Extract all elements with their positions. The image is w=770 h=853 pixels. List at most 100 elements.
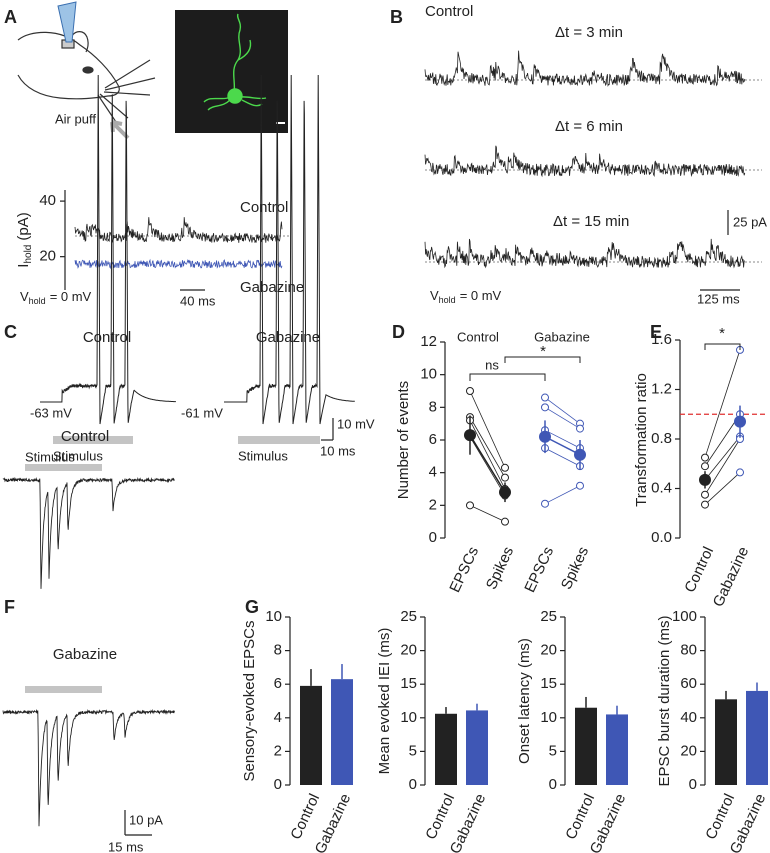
y-axis-label: Onset latency (ms) (516, 638, 533, 764)
bracket (704, 343, 741, 350)
panel-label: D (392, 322, 405, 342)
y-tick-label: 100 (672, 608, 697, 625)
mouse-eye (82, 66, 94, 74)
pair-line (544, 485, 581, 505)
point (501, 517, 509, 526)
stimulus-label: Stimulus (238, 448, 288, 463)
mean (699, 473, 711, 486)
scale-label: 10 ms (320, 443, 356, 458)
trace (74, 258, 283, 270)
y-tick-label: 2 (429, 496, 437, 513)
bar (300, 685, 322, 785)
y-tick-label: 20 (680, 742, 697, 759)
y-axis-label: Number of events (395, 381, 412, 499)
point (701, 462, 709, 471)
pair-line (469, 416, 506, 478)
y-axis-label: Mean evoked IEI (ms) (376, 628, 393, 775)
bracket (469, 373, 546, 381)
panel-label: G (245, 597, 259, 617)
panel-label: F (4, 597, 15, 617)
point (541, 393, 549, 402)
interval-label: Δt = 15 min (553, 213, 629, 230)
y-tick-label: 15 (400, 675, 417, 692)
annotation: * (719, 325, 725, 342)
pair-line (469, 420, 506, 490)
sub: hold (439, 295, 456, 305)
pair-line (469, 436, 506, 496)
condition-label: Control (83, 329, 131, 346)
y-tick-label: 0.8 (651, 430, 672, 447)
y-tick-label: 25 (540, 608, 557, 625)
stimulus-label: Stimulus (25, 449, 75, 464)
y-tick-label: 40 (680, 709, 697, 726)
pair-line (544, 429, 581, 449)
mean (574, 448, 586, 461)
point (701, 453, 709, 462)
point (701, 490, 709, 499)
trace (40, 74, 176, 425)
mean (464, 429, 476, 442)
y-tick-label: 0.4 (651, 479, 672, 496)
x-tick-label: Spikes (558, 544, 592, 592)
mean-line (469, 434, 506, 493)
stimulus-bar (25, 686, 102, 693)
y-tick-label: 4 (274, 709, 282, 726)
scale-label: 25 pA (733, 214, 767, 229)
trace (2, 476, 175, 589)
y-tick-label: 60 (680, 675, 697, 692)
y-tick-label: 4 (429, 464, 437, 481)
y-tick-label: 0.0 (651, 529, 672, 546)
panel-label: E (650, 322, 662, 342)
v: V (430, 288, 439, 303)
rest: = 0 mV (460, 288, 502, 303)
interval-label: Δt = 6 min (555, 118, 623, 135)
panel-label: B (390, 7, 403, 27)
vhold-label: Vhold = 0 mV (20, 289, 92, 306)
point (466, 387, 474, 395)
bracket (504, 356, 581, 363)
trace (424, 238, 745, 269)
pair-line (544, 406, 581, 429)
y-tick-label: 6 (429, 431, 437, 448)
annotation: ns (485, 357, 499, 372)
stimulus-bar (238, 436, 320, 444)
scale-label: 15 ms (108, 839, 144, 853)
bar (435, 713, 457, 785)
y-tick-label: 0 (549, 776, 557, 793)
pipette (57, 1, 77, 43)
pair-line (469, 390, 506, 468)
y-tick-label: 12 (420, 333, 437, 350)
bar (715, 699, 737, 785)
y-tick-label: 20 (39, 248, 56, 265)
trace (424, 50, 746, 87)
x-tick-label: Spikes (483, 544, 517, 592)
vhold-label: Vhold = 0 mV (430, 288, 502, 305)
y-tick-label: 8 (429, 398, 437, 415)
y-axis-label: EPSC burst duration (ms) (656, 616, 673, 787)
panel-label: A (4, 7, 17, 27)
mean-line (544, 436, 581, 456)
y-axis-label: Sensory-evoked EPSCs (241, 621, 258, 782)
x-tick-label: Control (681, 544, 717, 595)
v: V (20, 289, 29, 304)
scale-label: 10 mV (337, 416, 375, 431)
y-tick-label: 80 (680, 642, 697, 659)
pair-line (704, 472, 741, 505)
y-tick-label: 2 (274, 742, 282, 759)
pair-line (704, 349, 741, 458)
x-tick-label: EPSCs (446, 544, 482, 595)
unit: (pA) (15, 212, 32, 240)
pair-line (469, 504, 506, 523)
mean (734, 415, 746, 428)
bar (331, 679, 353, 785)
resting-label: -63 mV (30, 405, 72, 420)
pair-line (544, 447, 581, 467)
y-tick-label: 10 (540, 709, 557, 726)
whiskers (97, 59, 156, 126)
y-tick-label: 25 (400, 608, 417, 625)
point (541, 499, 549, 508)
y-tick-label: 5 (409, 742, 417, 759)
y-tick-label: 0 (689, 776, 697, 793)
neuron-drawing (203, 13, 267, 111)
y-tick-label: 1.2 (651, 380, 672, 397)
